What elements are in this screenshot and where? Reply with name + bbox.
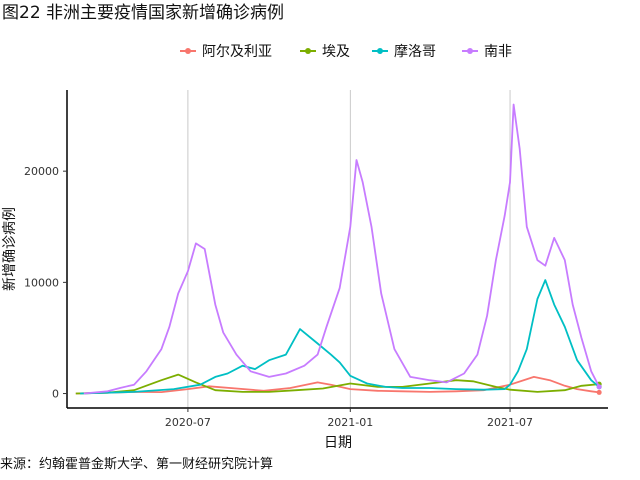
legend-key-dot (467, 48, 473, 54)
y-tick-label: 20000 (24, 165, 59, 178)
legend-label: 摩洛哥 (394, 43, 436, 60)
legend-label: 埃及 (322, 44, 350, 60)
legend-key-dot (305, 48, 311, 54)
legend-key-dot (377, 48, 383, 54)
x-axis-title: 日期 (324, 435, 352, 451)
series-layer (75, 103, 602, 395)
gridlines (187, 90, 511, 408)
legend-key-dot (185, 48, 191, 54)
x-tick-label: 2021-07 (487, 416, 533, 429)
legend-item-0: 阿尔及利亚 (180, 44, 272, 60)
x-tick-label: 2021-01 (327, 416, 373, 429)
legend-label: 南非 (484, 44, 512, 60)
x-ticks: 2020-07 2021-01 2021-07 (165, 408, 533, 429)
legend-label: 阿尔及利亚 (202, 44, 272, 60)
y-ticks: 0 10000 20000 (24, 165, 67, 401)
legend-item-3: 南非 (462, 44, 512, 60)
series-line-3 (83, 103, 601, 395)
source-note: 来源：约翰霍普金斯大学、第一财经研究院计算 (0, 457, 274, 472)
legend: 阿尔及利亚 埃及 摩洛哥 南非 (180, 43, 512, 60)
legend-item-2: 摩洛哥 (372, 43, 436, 60)
series-endpoint-0 (596, 389, 602, 395)
x-tick-label: 2020-07 (165, 416, 211, 429)
y-axis-title: 新增确诊病例 (2, 207, 18, 291)
y-tick-label: 10000 (24, 276, 59, 289)
legend-item-1: 埃及 (300, 44, 350, 60)
series-endpoint-3 (596, 384, 602, 390)
series-line-1 (75, 373, 600, 395)
series-line-2 (80, 279, 600, 395)
series-line-0 (75, 375, 600, 395)
y-tick-label: 0 (52, 388, 59, 401)
chart-title: 图22 非洲主要疫情国家新增确诊病例 (2, 3, 285, 23)
